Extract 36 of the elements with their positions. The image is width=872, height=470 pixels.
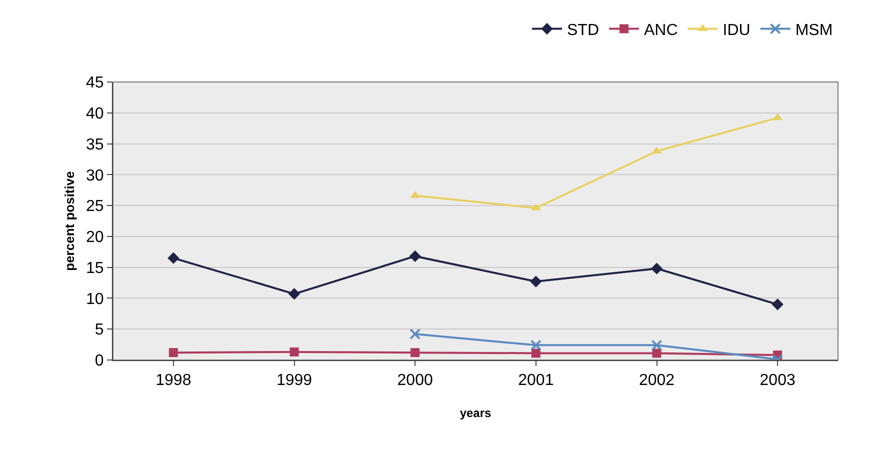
y-axis-title: percent positive (62, 171, 77, 271)
point (772, 298, 784, 310)
y-tick-label: 15 (86, 260, 104, 277)
legend-label: ANC (644, 22, 678, 39)
y-tick-label: 25 (86, 198, 104, 216)
y-tick-label: 0 (94, 352, 104, 370)
y-tick-label: 35 (86, 136, 104, 154)
legend-label: STD (567, 22, 599, 39)
x-tick-label: 2001 (518, 372, 554, 390)
point (168, 348, 178, 358)
point (409, 250, 421, 262)
y-tick-label: 40 (86, 105, 104, 122)
point (410, 348, 420, 358)
legend-label: MSM (795, 22, 833, 39)
point (531, 348, 540, 358)
y-tick-label: 30 (86, 167, 104, 184)
point (410, 328, 421, 340)
point (288, 288, 300, 300)
x-tick-label: 2000 (397, 372, 433, 390)
x-tick-label: 2002 (638, 372, 675, 390)
y-tick-label: 5 (94, 322, 104, 339)
x-axis-title: years (460, 406, 492, 420)
y-tick-label: 20 (86, 229, 104, 246)
x-tick-label: 1999 (276, 372, 312, 390)
legend-label: IDU (722, 22, 750, 39)
x-tick-label: 2003 (760, 372, 796, 390)
point (651, 340, 662, 351)
point (168, 252, 180, 264)
y-tick-label: 45 (86, 74, 104, 92)
y-tick-label: 10 (86, 290, 104, 308)
point (650, 262, 663, 274)
point (290, 347, 299, 356)
x-tick-label: 1998 (156, 372, 192, 390)
point (530, 276, 542, 288)
point (530, 340, 542, 351)
point (652, 348, 662, 358)
